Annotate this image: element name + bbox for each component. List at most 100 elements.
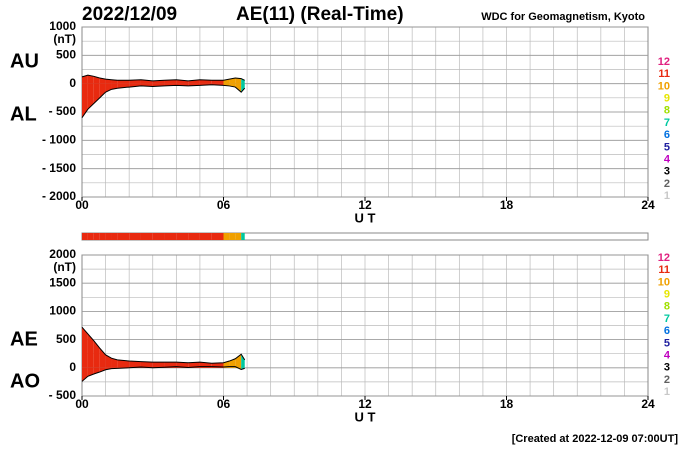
y-tick-label: 0	[69, 76, 76, 90]
level-legend: 11	[658, 68, 670, 80]
level-legend: 7	[664, 117, 670, 129]
area-segment	[129, 79, 141, 84]
area-segment	[87, 75, 94, 84]
y-tick-label: - 500	[49, 104, 77, 118]
unit-label: (nT)	[53, 32, 76, 46]
area-segment	[229, 83, 236, 88]
source: WDC for Geomagnetism, Kyoto	[481, 11, 645, 23]
status-segment	[188, 233, 200, 240]
status-segment	[199, 233, 212, 240]
status-segment	[140, 233, 153, 240]
area-segment	[111, 83, 118, 90]
status-segment	[176, 233, 189, 240]
y-tick-label: 1000	[49, 304, 76, 318]
area-segment	[82, 75, 88, 84]
y-tick-label: 0	[69, 360, 76, 374]
level-legend: 8	[664, 105, 670, 117]
date: 2022/12/09	[82, 4, 177, 25]
level-legend: 10	[658, 80, 670, 92]
y-tick-label: 500	[56, 332, 76, 346]
y-tick-label: - 500	[49, 388, 77, 402]
area-segment	[93, 76, 100, 84]
area-segment	[241, 354, 245, 368]
level-legend: 4	[664, 350, 671, 362]
area-segment	[117, 359, 130, 368]
level-legend: 10	[658, 276, 670, 288]
status-segment	[93, 233, 100, 240]
x-tick-label: 12	[358, 397, 372, 411]
level-legend: 5	[664, 141, 670, 153]
area-segment	[87, 333, 94, 368]
status-segment	[235, 233, 242, 240]
series-name: AO	[10, 370, 40, 392]
level-legend: 9	[664, 93, 670, 105]
status-segment	[87, 233, 94, 240]
status-segment	[223, 233, 230, 240]
area-segment	[93, 340, 100, 368]
area-segment	[87, 83, 94, 110]
y-tick-label: - 1000	[42, 133, 76, 147]
level-legend: 1	[664, 386, 670, 398]
status-segment	[117, 233, 130, 240]
area-segment	[111, 358, 118, 368]
area-segment	[241, 83, 245, 93]
level-legend: 9	[664, 289, 670, 301]
series-outline	[81, 84, 246, 118]
level-legend: 11	[658, 264, 670, 276]
level-legend: 3	[664, 362, 670, 374]
area-segment	[82, 83, 88, 118]
status-segment	[99, 233, 106, 240]
series-outline	[81, 326, 246, 364]
area-segment	[152, 362, 165, 368]
y-tick-label: 1500	[49, 275, 76, 289]
level-legend: 8	[664, 301, 670, 313]
x-tick-label: 24	[641, 198, 655, 212]
area-segment	[111, 79, 118, 84]
series-name: AE	[10, 328, 38, 350]
level-legend: 4	[664, 154, 671, 166]
status-segment	[164, 233, 177, 240]
area-segment	[82, 367, 88, 382]
y-tick-label: 2000	[49, 247, 76, 261]
status-segment	[111, 233, 118, 240]
area-segment	[105, 354, 112, 368]
status-segment	[211, 233, 224, 240]
footer: [Created at 2022-12-09 07:00UT]	[512, 433, 679, 445]
x-tick-label: 18	[500, 397, 514, 411]
area-segment	[235, 78, 242, 84]
level-legend: 12	[658, 252, 670, 264]
x-tick-label: 00	[75, 198, 89, 212]
unit-label: (nT)	[53, 260, 76, 274]
x-tick-label: 06	[217, 397, 231, 411]
level-legend: 1	[664, 190, 670, 202]
area-segment	[99, 83, 106, 98]
area-segment	[99, 78, 106, 84]
level-legend: 12	[658, 56, 670, 68]
x-tick-label: 18	[500, 198, 514, 212]
area-segment	[199, 79, 212, 84]
series-outline	[81, 74, 245, 82]
status-segment	[105, 233, 112, 240]
level-legend: 7	[664, 313, 670, 325]
title: AE(11) (Real-Time)	[236, 4, 404, 25]
area-segment	[140, 361, 153, 368]
area-segment	[82, 327, 88, 368]
area-segment	[241, 78, 245, 84]
area-segment	[164, 79, 177, 84]
y-tick-label: - 2000	[42, 189, 76, 203]
level-legend: 6	[664, 325, 670, 337]
area-segment	[235, 83, 242, 93]
level-legend: 2	[664, 178, 670, 190]
x-axis-label: U T	[355, 210, 376, 225]
level-legend: 3	[664, 166, 670, 178]
area-segment	[129, 361, 141, 368]
area-segment	[229, 78, 236, 84]
x-tick-label: 00	[75, 397, 89, 411]
status-segment	[229, 233, 236, 240]
y-tick-label: 1000	[49, 19, 76, 33]
y-tick-label: 500	[56, 48, 76, 62]
x-tick-label: 06	[217, 198, 231, 212]
status-segment	[82, 233, 88, 240]
x-tick-label: 24	[641, 397, 655, 411]
